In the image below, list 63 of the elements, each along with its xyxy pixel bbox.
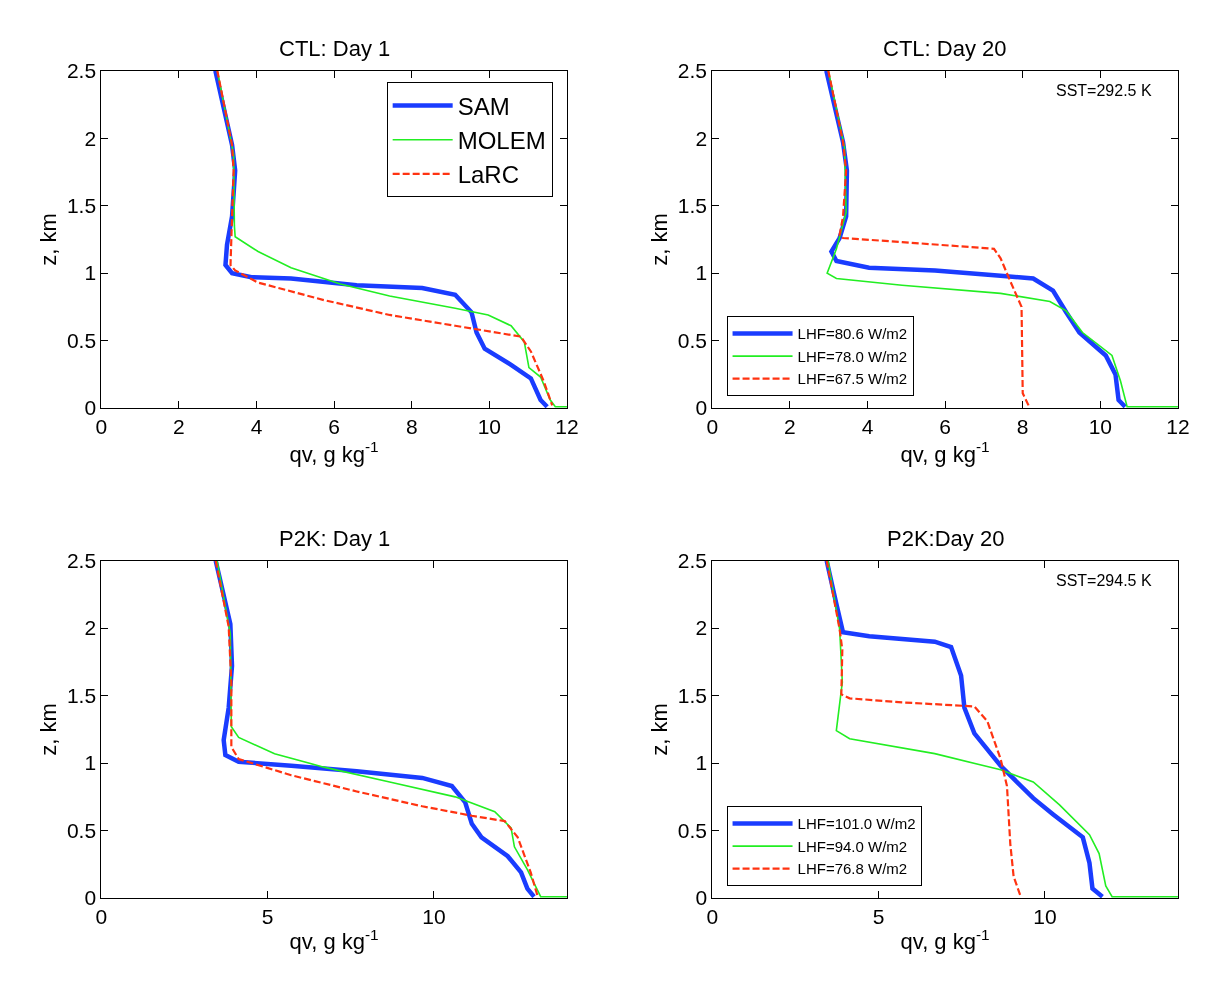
- x-axis-title: qv, g kg$^{-1}$: [900, 925, 990, 955]
- y-tick-label: 0: [84, 886, 97, 910]
- x-tick-label: 4: [250, 415, 263, 439]
- y-tick-label: 0: [695, 886, 708, 910]
- legend-label: SAM: [457, 92, 510, 120]
- x-tick-label: 4: [861, 415, 874, 439]
- y-tick-label: 1.5: [677, 193, 708, 217]
- x-tick-label: 8: [1016, 415, 1029, 439]
- y-tick-label: 2.5: [66, 549, 97, 573]
- y-tick-label: 2: [84, 616, 97, 640]
- annotation: SST=292.5 K: [1056, 82, 1152, 99]
- y-tick-label: 0.5: [677, 818, 708, 842]
- x-tick-label: 2: [784, 415, 796, 439]
- x-axis-title: qv, g kg$^{-1}$: [289, 438, 379, 467]
- y-tick-label: 2: [695, 126, 708, 150]
- y-tick-label: 0.5: [677, 328, 708, 352]
- x-tick-label: 10: [477, 415, 502, 439]
- y-tick-label: 0.5: [66, 328, 97, 352]
- x-tick-label: 2: [173, 415, 185, 439]
- y-tick-label: 0.5: [66, 818, 97, 842]
- x-tick-label: 10: [1033, 905, 1057, 929]
- annotation: SST=294.5 K: [1056, 572, 1152, 589]
- y-tick-label: 0: [695, 396, 708, 420]
- x-tick-label: 8: [405, 415, 418, 439]
- legend-label: LHF=67.5 W/m2: [797, 370, 908, 388]
- chart-title: P2K: Day 1: [279, 526, 391, 551]
- y-tick-label: 1.5: [66, 683, 97, 707]
- x-tick-label: 10: [1088, 415, 1113, 439]
- x-tick-label: 10: [422, 905, 446, 929]
- legend-label: LaRC: [457, 161, 520, 189]
- x-tick-label: 12: [1166, 415, 1190, 439]
- y-tick-label: 1: [84, 261, 97, 285]
- y-tick-label: 0: [84, 396, 97, 420]
- y-tick-label: 1: [695, 261, 708, 285]
- legend-label: LHF=80.6 W/m2: [797, 325, 908, 343]
- y-tick-label: 2: [695, 616, 708, 640]
- x-tick-label: 12: [555, 415, 579, 439]
- x-axis-title: qv, g kg$^{-1}$: [289, 925, 379, 955]
- x-tick-label: 5: [261, 905, 274, 929]
- y-tick-label: 1: [695, 751, 708, 775]
- chart-title: CTL: Day 20: [883, 36, 1007, 61]
- legend-label: LHF=101.0 W/m2: [797, 815, 916, 833]
- x-tick-label: 6: [939, 415, 951, 439]
- legend-label: LHF=78.0 W/m2: [797, 347, 908, 365]
- y-tick-label: 1: [84, 751, 97, 775]
- legend-label: LHF=76.8 W/m2: [797, 860, 908, 878]
- chart-title: P2K:Day 20: [887, 526, 1005, 551]
- y-axis-title: z, km: [35, 703, 61, 756]
- y-tick-label: 1.5: [677, 683, 708, 707]
- y-axis-title: z, km: [35, 213, 61, 266]
- x-tick-label: 5: [872, 905, 885, 929]
- y-tick-label: 1.5: [66, 193, 97, 217]
- y-tick-label: 2.5: [677, 59, 708, 83]
- chart-title: CTL: Day 1: [279, 36, 391, 61]
- y-axis-title: z, km: [646, 213, 672, 266]
- y-tick-label: 2.5: [66, 59, 97, 83]
- y-axis-title: z, km: [646, 703, 672, 756]
- legend-label: LHF=94.0 W/m2: [797, 837, 908, 855]
- y-tick-label: 2.5: [677, 549, 708, 573]
- x-tick-label: 6: [328, 415, 340, 439]
- legend-label: MOLEM: [457, 127, 546, 155]
- x-axis-title: qv, g kg$^{-1}$: [900, 438, 990, 467]
- y-tick-label: 2: [84, 126, 97, 150]
